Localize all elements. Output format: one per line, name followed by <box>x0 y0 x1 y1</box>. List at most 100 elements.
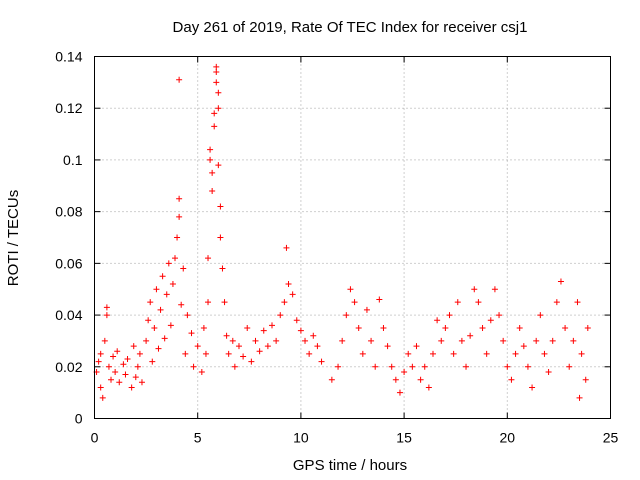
roti-point <box>545 368 552 375</box>
roti-point <box>190 363 197 370</box>
roti-point <box>549 337 556 344</box>
roti-point <box>363 306 370 313</box>
x-tick-labels: 0 5 10 15 20 25 <box>91 430 619 446</box>
roti-point <box>169 281 176 288</box>
roti-point <box>285 281 292 288</box>
roti-point <box>217 203 224 210</box>
roti-point <box>155 345 162 352</box>
roti-point <box>417 376 424 383</box>
roti-point <box>112 368 119 375</box>
x-tick-label: 20 <box>500 430 516 446</box>
roti-point <box>283 244 290 251</box>
roti-point <box>438 337 445 344</box>
roti-point <box>562 325 569 331</box>
roti-point <box>97 350 104 357</box>
y-tick-label: 0.06 <box>55 255 82 271</box>
roti-point <box>147 299 154 306</box>
roti-point <box>215 105 222 112</box>
roti-point <box>213 69 220 76</box>
roti-point <box>211 123 218 130</box>
roti-point <box>248 358 255 365</box>
y-tick-label: 0 <box>75 411 83 427</box>
x-tick-label: 25 <box>603 430 619 446</box>
roti-point <box>205 255 212 262</box>
roti-point <box>194 343 201 350</box>
roti-point <box>217 234 224 241</box>
y-tick-label: 0.14 <box>55 49 82 65</box>
roti-point <box>264 343 271 350</box>
roti-point <box>425 384 432 391</box>
roti-point <box>143 337 150 344</box>
roti-point <box>574 299 581 306</box>
roti-point <box>582 376 589 383</box>
roti-point <box>434 317 441 324</box>
roti-point <box>458 337 465 344</box>
roti-point <box>328 376 335 383</box>
roti-point <box>368 337 375 344</box>
roti-point <box>392 376 399 383</box>
roti-point <box>553 299 560 306</box>
roti-point <box>130 343 137 350</box>
roti-point <box>207 146 214 153</box>
roti-point <box>335 363 342 370</box>
roti-point <box>205 299 212 306</box>
roti-point <box>475 299 482 306</box>
roti-point <box>413 343 420 350</box>
roti-point <box>244 325 251 331</box>
roti-point <box>442 325 449 331</box>
y-tick-label: 0.02 <box>55 359 82 375</box>
roti-point <box>533 337 540 344</box>
roti-point <box>508 376 515 383</box>
roti-point <box>95 358 102 365</box>
roti-point <box>211 110 218 117</box>
x-tick-label: 10 <box>293 430 309 446</box>
x-tick-label: 0 <box>91 430 99 446</box>
chart-title: Day 261 of 2019, Rate Of TEC Index for r… <box>173 19 528 36</box>
roti-point <box>516 325 523 331</box>
roti-point <box>116 379 123 386</box>
roti-point <box>380 325 387 331</box>
roti-point <box>429 350 436 357</box>
roti-point <box>496 312 503 319</box>
roti-point <box>471 286 478 293</box>
roti-point <box>252 337 259 344</box>
roti-point <box>213 63 220 70</box>
roti-point <box>128 384 135 391</box>
roti-point <box>306 350 313 357</box>
y-tick-label: 0.1 <box>63 152 83 168</box>
roti-point <box>103 312 110 319</box>
roti-point <box>576 394 583 401</box>
roti-point <box>240 353 247 360</box>
roti-point <box>343 312 350 319</box>
roti-point <box>376 296 383 303</box>
roti-point <box>584 325 591 331</box>
roti-point <box>277 312 284 319</box>
roti-point <box>355 325 362 331</box>
roti-point <box>359 350 366 357</box>
x-axis-label: GPS time / hours <box>293 457 407 474</box>
roti-point <box>297 327 304 334</box>
roti-point <box>151 325 158 331</box>
roti-point <box>215 89 222 96</box>
roti-point <box>401 368 408 375</box>
roti-point <box>529 384 536 391</box>
roti-point <box>260 327 267 334</box>
roti-point <box>405 350 412 357</box>
roti-point <box>103 304 110 311</box>
y-axis-label: ROTI / TECUs <box>5 190 22 286</box>
roti-point <box>149 358 156 365</box>
roti-point <box>223 332 230 339</box>
roti-point <box>537 312 544 319</box>
roti-point <box>421 363 428 370</box>
roti-point <box>157 306 164 313</box>
roti-point <box>388 363 395 370</box>
roti-point <box>99 394 106 401</box>
roti-point <box>384 343 391 350</box>
x-tick-label: 15 <box>396 430 412 446</box>
y-tick-label: 0.08 <box>55 204 82 220</box>
roti-point <box>256 348 263 355</box>
y-tick-label: 0.12 <box>55 100 82 116</box>
roti-point <box>209 169 216 176</box>
roti-point <box>202 350 209 357</box>
x-tick-label: 5 <box>194 430 202 446</box>
